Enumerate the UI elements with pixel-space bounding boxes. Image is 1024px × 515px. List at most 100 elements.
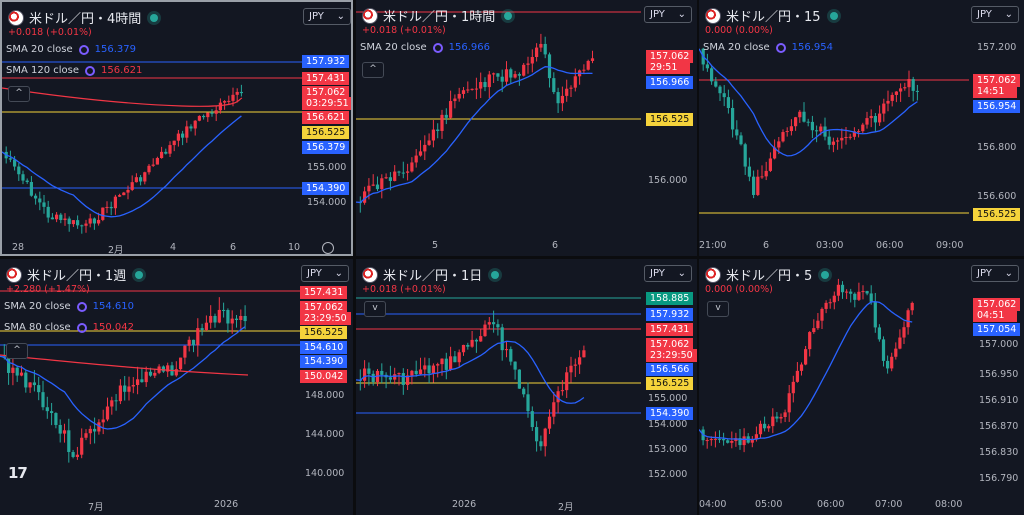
candle bbox=[414, 370, 418, 375]
candle bbox=[176, 133, 180, 141]
candle bbox=[367, 368, 371, 374]
countdown-tag: 03:29:51 bbox=[302, 97, 351, 110]
expand-indicators-button[interactable]: v bbox=[364, 301, 386, 317]
candle bbox=[88, 218, 92, 224]
indicator-sma-20[interactable]: SMA 20 close 156.966 bbox=[360, 42, 490, 53]
currency-selector[interactable]: JPY ⌄ bbox=[644, 265, 692, 282]
symbol-header[interactable]: 米ドル／円・1時間 bbox=[362, 6, 513, 25]
candle bbox=[384, 177, 388, 179]
price-change: +2.280 (+1.47%) bbox=[6, 284, 90, 295]
candle bbox=[75, 454, 79, 457]
indicator-sma-20[interactable]: SMA 20 close 154.610 bbox=[4, 301, 134, 312]
symbol-header[interactable]: 米ドル／円・15 bbox=[705, 6, 838, 25]
time-axis-label: 6 bbox=[230, 242, 237, 253]
indicator-sma-20[interactable]: SMA 20 close 156.379 bbox=[6, 44, 136, 55]
chart-canvas[interactable] bbox=[699, 259, 1024, 515]
candle bbox=[578, 357, 582, 365]
expand-indicators-button[interactable]: v bbox=[707, 301, 729, 317]
currency-selector[interactable]: JPY ⌄ bbox=[971, 6, 1019, 23]
chart-canvas[interactable] bbox=[699, 0, 1024, 256]
candle bbox=[168, 145, 172, 154]
candle bbox=[38, 198, 42, 203]
tradingview-logo[interactable]: 17 bbox=[8, 464, 28, 482]
candle bbox=[76, 220, 80, 226]
candle bbox=[779, 416, 783, 419]
candle bbox=[500, 76, 504, 82]
candle bbox=[513, 74, 517, 78]
symbol-header[interactable]: 米ドル／円・1日 bbox=[362, 265, 500, 284]
indicator-settings-icon[interactable] bbox=[78, 44, 89, 55]
price-tag: 157.431 bbox=[646, 323, 694, 336]
candle bbox=[894, 348, 898, 357]
indicator-value: 150.042 bbox=[92, 322, 135, 333]
chart-panel-1d[interactable]: 米ドル／円・1日 +0.018 (+0.01%) v JPY ⌄ 158.885 … bbox=[356, 259, 697, 515]
candle bbox=[7, 357, 11, 373]
candle bbox=[179, 357, 183, 370]
indicator-settings-icon[interactable] bbox=[85, 65, 96, 76]
candle bbox=[187, 339, 191, 346]
chart-panel-1h[interactable]: 米ドル／円・1時間 +0.018 (+0.01%) SMA 20 close 15… bbox=[356, 0, 697, 256]
candle bbox=[915, 90, 919, 92]
price-tag: 156.954 bbox=[973, 100, 1021, 113]
time-axis-label: 5 bbox=[432, 240, 439, 251]
price-axis-label: 157.200 bbox=[977, 42, 1017, 53]
market-open-icon bbox=[829, 11, 838, 20]
currency-selector[interactable]: JPY ⌄ bbox=[301, 265, 349, 282]
chart-canvas[interactable] bbox=[356, 0, 697, 256]
candle bbox=[878, 113, 882, 123]
candle bbox=[151, 164, 155, 166]
chart-panel-5m[interactable]: 米ドル／円・5 0.000 (0.00%) v JPY ⌄ 157.062 04:… bbox=[699, 259, 1024, 515]
us-flag-icon bbox=[8, 9, 24, 26]
current-price-tag: 157.062 bbox=[302, 86, 350, 99]
candle bbox=[143, 172, 147, 182]
candle bbox=[50, 217, 54, 220]
symbol-header[interactable]: 米ドル／円・5 bbox=[705, 265, 830, 284]
candle bbox=[530, 56, 534, 64]
chart-canvas[interactable] bbox=[2, 2, 353, 256]
candle bbox=[582, 69, 586, 71]
candle bbox=[13, 159, 17, 167]
currency-label: JPY bbox=[650, 9, 665, 20]
chart-title: 米ドル／円・1週 bbox=[27, 269, 127, 284]
candle bbox=[522, 64, 526, 76]
price-axis-label: 152.000 bbox=[648, 469, 688, 480]
candle bbox=[67, 430, 71, 453]
chart-title: 米ドル／円・1時間 bbox=[383, 10, 496, 25]
chart-panel-4h[interactable]: 米ドル／円・4時間 +0.018 (+0.01%) SMA 20 close 15… bbox=[0, 0, 353, 256]
currency-selector[interactable]: JPY ⌄ bbox=[644, 6, 692, 23]
currency-selector[interactable]: JPY ⌄ bbox=[303, 8, 351, 25]
currency-selector[interactable]: JPY ⌄ bbox=[971, 265, 1019, 282]
collapse-indicators-button[interactable]: ^ bbox=[6, 343, 28, 359]
chart-panel-15m[interactable]: 米ドル／円・15 0.000 (0.00%) SMA 20 close 156.9… bbox=[699, 0, 1024, 256]
sma-20-line bbox=[356, 66, 593, 204]
indicator-sma-120[interactable]: SMA 120 close 156.621 bbox=[6, 65, 142, 76]
collapse-indicators-button[interactable]: ^ bbox=[362, 62, 384, 78]
candle bbox=[410, 370, 414, 376]
time-axis-label: 2026 bbox=[214, 499, 239, 510]
chart-panel-1w[interactable]: 米ドル／円・1週 +2.280 (+1.47%) SMA 20 close 154… bbox=[0, 259, 353, 515]
indicator-sma-80[interactable]: SMA 80 close 150.042 bbox=[4, 322, 134, 333]
candle bbox=[397, 373, 401, 375]
symbol-header[interactable]: 米ドル／円・1週 bbox=[6, 265, 144, 284]
candle bbox=[470, 88, 474, 90]
gear-icon[interactable] bbox=[322, 242, 334, 254]
candle bbox=[569, 365, 573, 373]
candle bbox=[844, 136, 848, 138]
chart-canvas[interactable] bbox=[0, 259, 353, 515]
candle bbox=[873, 301, 877, 328]
symbol-header[interactable]: 米ドル／円・4時間 bbox=[8, 8, 159, 27]
candle bbox=[565, 88, 569, 96]
candle bbox=[911, 79, 915, 91]
chart-canvas[interactable] bbox=[356, 259, 697, 515]
indicator-settings-icon[interactable] bbox=[76, 322, 87, 333]
candle bbox=[118, 385, 122, 402]
indicator-settings-icon[interactable] bbox=[76, 301, 87, 312]
indicator-sma-20[interactable]: SMA 20 close 156.954 bbox=[703, 42, 833, 53]
candle bbox=[431, 365, 435, 374]
price-tag: 157.932 bbox=[646, 308, 694, 321]
candle bbox=[29, 181, 33, 196]
indicator-settings-icon[interactable] bbox=[432, 42, 443, 53]
candle bbox=[808, 332, 812, 350]
indicator-settings-icon[interactable] bbox=[775, 42, 786, 53]
collapse-indicators-button[interactable]: ^ bbox=[8, 86, 30, 102]
